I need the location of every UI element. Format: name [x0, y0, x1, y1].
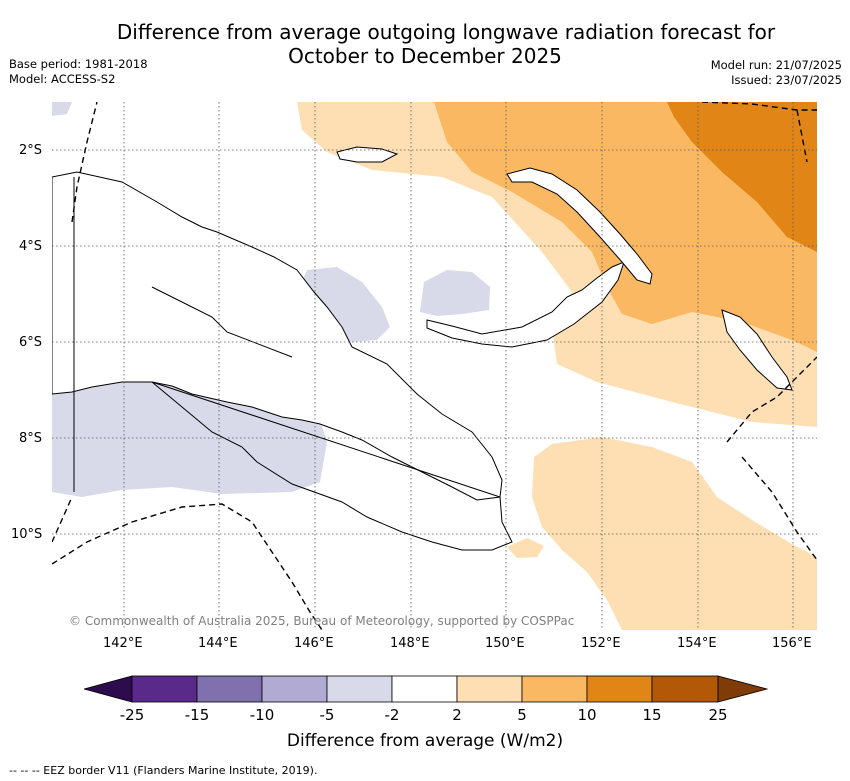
- lon-tick-150e: 150°E: [485, 636, 525, 651]
- colorbar-bin-15-25: [651, 675, 719, 703]
- colorbar-label-minus10: -10: [249, 706, 275, 724]
- lat-tick-4s: 4°S: [19, 239, 43, 254]
- colorbar-label-minus5: -5: [319, 706, 335, 724]
- lon-tick-154e: 154°E: [677, 636, 717, 651]
- eez-borders: [52, 102, 817, 630]
- eez-border-southwest: [52, 503, 323, 630]
- map-panel: [52, 102, 817, 630]
- colorbar: [82, 675, 769, 709]
- colorbar-bin-2-5: [456, 675, 523, 703]
- map-svg: [52, 102, 817, 630]
- coastlines: [52, 146, 793, 551]
- eez-border-northeast: [701, 102, 817, 111]
- new-ireland-coast: [506, 167, 653, 285]
- above-2-area-patch: [507, 538, 544, 558]
- colorbar-label-10: 10: [577, 706, 597, 724]
- colorbar-svg: [82, 675, 769, 703]
- colorbar-over-triangle: [717, 675, 769, 703]
- colorbar-label-minus15: -15: [184, 706, 210, 724]
- manus-coast: [336, 146, 399, 163]
- colorbar-label-15: 15: [642, 706, 662, 724]
- colorbar-bin-minus15-minus10: [196, 675, 263, 703]
- copyright-notice: © Commonwealth of Australia 2025, Bureau…: [69, 614, 575, 628]
- lon-tick-156e: 156°E: [772, 636, 812, 651]
- eez-border-north: [796, 109, 808, 163]
- lat-tick-2s: 2°S: [19, 143, 43, 158]
- chart-title: Difference from average outgoing longwav…: [0, 20, 850, 68]
- lat-tick-8s: 8°S: [19, 431, 43, 446]
- eez-border-east: [741, 456, 817, 561]
- issued-label: Issued: 23/07/2025: [731, 73, 842, 87]
- colorbar-label-2: 2: [452, 706, 462, 724]
- new-guinea-coast: [52, 171, 503, 501]
- title-line-2: October to December 2025: [288, 44, 562, 68]
- colorbar-label-5: 5: [517, 706, 527, 724]
- colorbar-label-minus25: -25: [119, 706, 145, 724]
- lon-tick-146e: 146°E: [294, 636, 334, 651]
- title-line-1: Difference from average outgoing longwav…: [116, 20, 776, 44]
- above-2-area-south: [532, 437, 817, 630]
- lon-tick-152e: 152°E: [581, 636, 621, 651]
- base-period-label: Base period: 1981-2018: [9, 57, 148, 71]
- eez-footnote: -- -- -- EEZ border V11 (Flanders Marine…: [9, 764, 318, 777]
- lon-tick-148e: 148°E: [390, 636, 430, 651]
- colorbar-title: Difference from average (W/m2): [286, 731, 564, 751]
- colorbar-bin-minus10-minus5: [261, 675, 328, 703]
- lat-tick-10s: 10°S: [11, 527, 43, 542]
- above-10-area: [667, 102, 817, 252]
- below-average-area-small: [52, 102, 72, 116]
- colorbar-under-triangle: [82, 675, 133, 703]
- colorbar-bin-minus25-minus15: [131, 675, 198, 703]
- south-coast-papuan-gulf: [151, 381, 513, 551]
- colorbar-bin-5-10: [521, 675, 588, 703]
- lon-tick-142e: 142°E: [103, 636, 143, 651]
- meta-right: Model run: 21/07/2025 Issued: 23/07/2025: [711, 58, 842, 88]
- gridlines: [52, 102, 817, 630]
- eez-border-southeast: [726, 356, 817, 443]
- model-label: Model: ACCESS-S2: [9, 72, 116, 86]
- colorbar-label-25: 25: [708, 706, 728, 724]
- meta-left: Base period: 1981-2018 Model: ACCESS-S2: [9, 57, 148, 87]
- below-average-area-east: [420, 270, 490, 316]
- fly-river-border: [151, 286, 293, 358]
- eez-border-west-south: [52, 496, 73, 543]
- colorbar-bin-minus2-2: [391, 675, 458, 703]
- colorbar-bin-minus5-minus2: [326, 675, 393, 703]
- lat-tick-6s: 6°S: [19, 335, 43, 350]
- bougainville-coast: [721, 309, 793, 391]
- colorbar-label-minus2: -2: [384, 706, 400, 724]
- model-run-label: Model run: 21/07/2025: [710, 58, 842, 72]
- colorbar-bin-10-15: [586, 675, 653, 703]
- lon-tick-144e: 144°E: [198, 636, 238, 651]
- eez-border-northwest: [71, 102, 98, 223]
